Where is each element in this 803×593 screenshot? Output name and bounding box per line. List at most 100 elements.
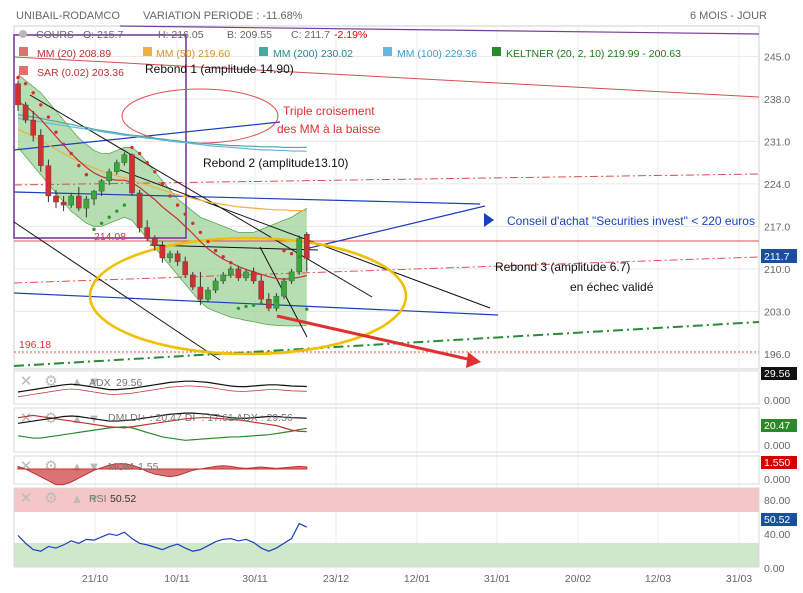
sar-dot — [137, 151, 142, 156]
adx-move-up-icon: ▲ — [71, 374, 84, 389]
legend-open: O: 215.7 — [83, 29, 123, 41]
candle-body — [30, 119, 37, 136]
rsi-move-up-icon: ▲ — [71, 491, 84, 506]
black-trend-line-5 — [149, 244, 319, 251]
sar-dot — [107, 215, 111, 219]
dmi-close-icon: ✕ — [20, 410, 33, 427]
mm200-toggle-icon[interactable] — [259, 47, 268, 56]
mom-value: 1.55 — [138, 461, 159, 473]
resistance-line-top — [119, 25, 760, 35]
mm200-trend-line — [13, 56, 760, 98]
y-tick-label: 231.0 — [764, 136, 790, 148]
mm100-toggle-icon[interactable] — [383, 47, 392, 56]
sar-dots — [16, 75, 309, 311]
sar-dot — [175, 203, 180, 207]
sar-dot — [46, 115, 51, 119]
sar-toggle-icon[interactable] — [19, 66, 28, 75]
rsi-oversold-band — [14, 543, 759, 567]
sar-dot — [122, 203, 127, 207]
current-price-badge — [761, 249, 797, 263]
legend-mm20: MM (20) 208.89 — [37, 48, 111, 60]
candle-body — [136, 192, 143, 228]
dmi-adx-line — [17, 412, 307, 424]
conseil-arrow-line — [304, 205, 486, 250]
level-196-label: 196.18 — [19, 339, 51, 351]
x-tick-label: 12/01 — [404, 573, 430, 585]
candle-body — [281, 280, 287, 297]
candle-body — [91, 190, 97, 200]
legend-close: C: 211.7 — [291, 29, 330, 41]
candlesticks — [15, 80, 310, 312]
dmi-panel — [13, 407, 760, 453]
rebond1-box — [13, 34, 187, 239]
candle-body — [167, 253, 173, 259]
x-axis: 21/10 10/11 30/11 23/12 12/01 31/01 20/02 12/03… — [82, 573, 752, 585]
adx-shadow-line — [17, 385, 307, 398]
candle-body — [205, 289, 211, 300]
dmi-plus-line — [17, 426, 307, 441]
sar-dot — [305, 307, 309, 311]
sar-dot — [274, 298, 279, 303]
conseil-arrow-head — [484, 213, 494, 227]
candle-body — [38, 135, 44, 166]
legend-cours: COURS — [36, 29, 74, 41]
rsi-tick-80: 80.00 — [764, 495, 790, 507]
black-trend-line-1 — [13, 221, 221, 361]
candle-body — [227, 268, 234, 276]
rsi-tick-0: 0.00 — [764, 563, 785, 575]
mm50-line — [17, 128, 307, 212]
candle-body — [75, 195, 82, 209]
dmi-minus-line — [17, 414, 307, 433]
sar-dot — [160, 182, 165, 186]
adx-axis-zero: 0.000 — [764, 395, 790, 407]
y-tick-label: 217.0 — [764, 221, 790, 233]
legend-keltner: KELTNER (20, 2, 10) 219.99 - 200.63 — [506, 48, 681, 60]
mom-badge — [761, 456, 797, 469]
variation-label: VARIATION PERIODE : -11.68% — [143, 10, 303, 22]
rsi-overbought-band — [14, 488, 759, 512]
y-tick-label: 203.0 — [764, 306, 790, 318]
mom-close-icon: ✕ — [20, 458, 33, 475]
legend-high: H: 216.05 — [158, 29, 204, 41]
sar-dot — [289, 251, 294, 256]
sar-dot — [115, 209, 119, 213]
rsi-panel — [13, 487, 760, 568]
keltner-fill — [18, 74, 307, 326]
dmi-badge-value: 20.47 — [764, 420, 790, 432]
legend-mm200: MM (200) 230.02 — [273, 48, 353, 60]
candle-body — [182, 261, 189, 276]
annotation-rebond3: Rebond 3 (amplitude 6.7) — [495, 260, 630, 274]
x-tick-label: 31/03 — [726, 573, 752, 585]
candle-body — [159, 245, 166, 259]
sar-dot — [61, 142, 66, 147]
mm50-toggle-icon[interactable] — [143, 47, 152, 56]
sar-dot — [54, 130, 58, 134]
mm20-toggle-icon[interactable] — [19, 47, 28, 56]
adx-label: ADX — [89, 377, 111, 389]
candle-body — [258, 280, 265, 300]
sar-dot — [198, 230, 203, 235]
red-dashdot-line-upper — [13, 173, 760, 186]
candle-body — [22, 104, 29, 121]
black-trend-line-2 — [29, 94, 373, 298]
keltner-toggle-icon[interactable] — [492, 47, 501, 56]
y-tick-label: 224.0 — [764, 179, 790, 191]
cours-toggle-icon[interactable] — [19, 30, 27, 38]
rsi-move-down-icon: ▼ — [88, 491, 101, 506]
mom-badge-value: 1.550 — [764, 457, 790, 469]
sar-dot — [206, 239, 210, 244]
y-tick-label: 210.0 — [764, 264, 790, 276]
candle-body — [197, 286, 204, 300]
blue-support-line — [13, 292, 499, 316]
rsi-line — [17, 522, 308, 552]
dmi-badge — [761, 419, 797, 432]
level-214-label: 214.08 — [94, 231, 126, 243]
adx-value: 29.56 — [116, 377, 142, 389]
candle-body — [273, 295, 280, 309]
red-dashdot-line-lower — [13, 256, 760, 284]
candle-body — [144, 227, 151, 239]
period-label: 6 MOIS - JOUR — [690, 10, 767, 22]
annotation-rebond1: Rebond 1 (amplitude 14.90) — [145, 62, 294, 76]
sar-dot — [183, 212, 187, 216]
